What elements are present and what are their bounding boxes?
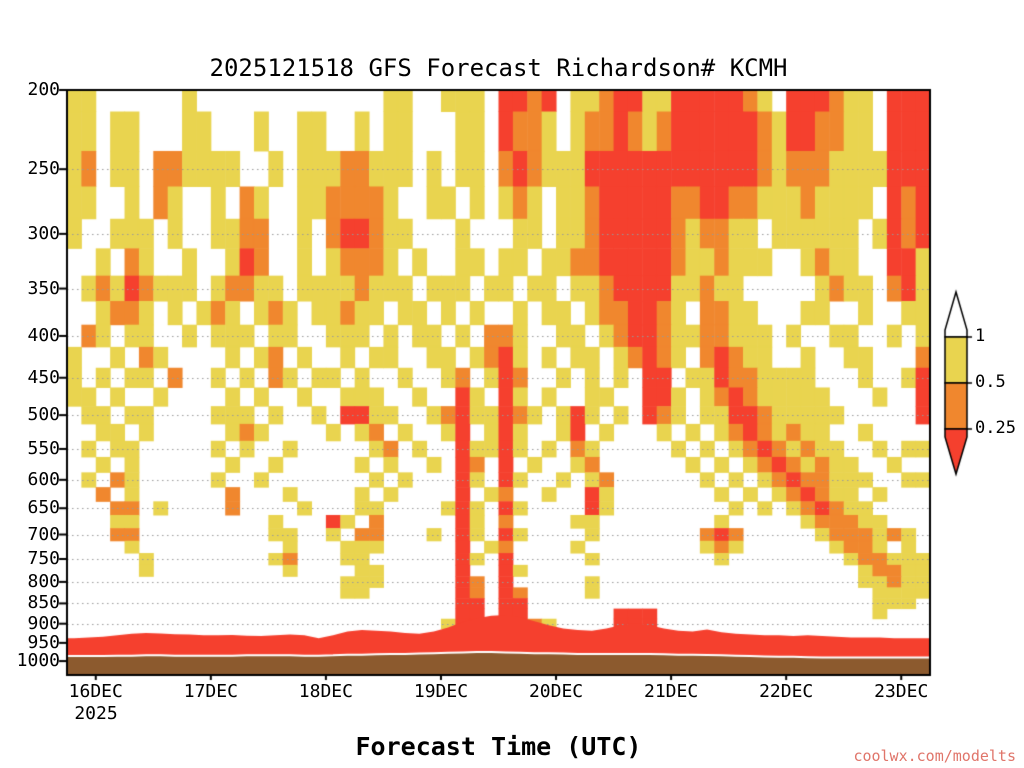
x-tick-label: 19DEC — [413, 681, 469, 702]
x-tick-label: 22DEC — [759, 681, 814, 702]
x-tick-label: 23DEC — [874, 681, 929, 702]
y-tick-label: 200 — [27, 79, 60, 100]
y-tick-label: 550 — [27, 437, 60, 459]
x-tick-label: 20DEC — [528, 681, 584, 702]
y-tick-label: 450 — [27, 366, 60, 388]
y-tick-label: 700 — [27, 523, 60, 545]
y-tick-label: 250 — [27, 158, 60, 180]
y-tick-label: 1000 — [16, 650, 60, 672]
x-tick-label: 18DEC — [298, 681, 353, 702]
y-tick-label: 950 — [27, 631, 60, 653]
y-tick-label: 800 — [27, 570, 60, 592]
colorbar-label-0-5: 0.5 — [975, 372, 1006, 392]
y-tick-label: 750 — [27, 548, 60, 569]
colorbar-label-0-25: 0.25 — [975, 418, 1016, 438]
y-tick-label: 900 — [27, 612, 60, 634]
chart-title: 2025121518 GFS Forecast Richardson# KCMH — [209, 54, 788, 82]
y-tick-label: 400 — [27, 324, 60, 346]
y-tick-label: 300 — [27, 222, 60, 244]
y-tick-label: 650 — [27, 497, 60, 519]
y-tick-label: 850 — [27, 592, 60, 614]
x-tick-label: 17DEC — [183, 681, 238, 702]
colorbar-label-1: 1 — [975, 326, 986, 346]
y-tick-label: 500 — [27, 404, 60, 426]
x-tick-label: 16DEC — [68, 681, 123, 702]
watermark-text: coolwx.com/modelts — [853, 747, 1016, 765]
x-axis-year-label: 2025 — [74, 703, 118, 724]
y-tick-label: 350 — [27, 277, 60, 299]
x-axis-title: Forecast Time (UTC) — [355, 732, 642, 761]
y-tick-label: 600 — [27, 468, 60, 490]
x-tick-label: 21DEC — [644, 681, 699, 702]
